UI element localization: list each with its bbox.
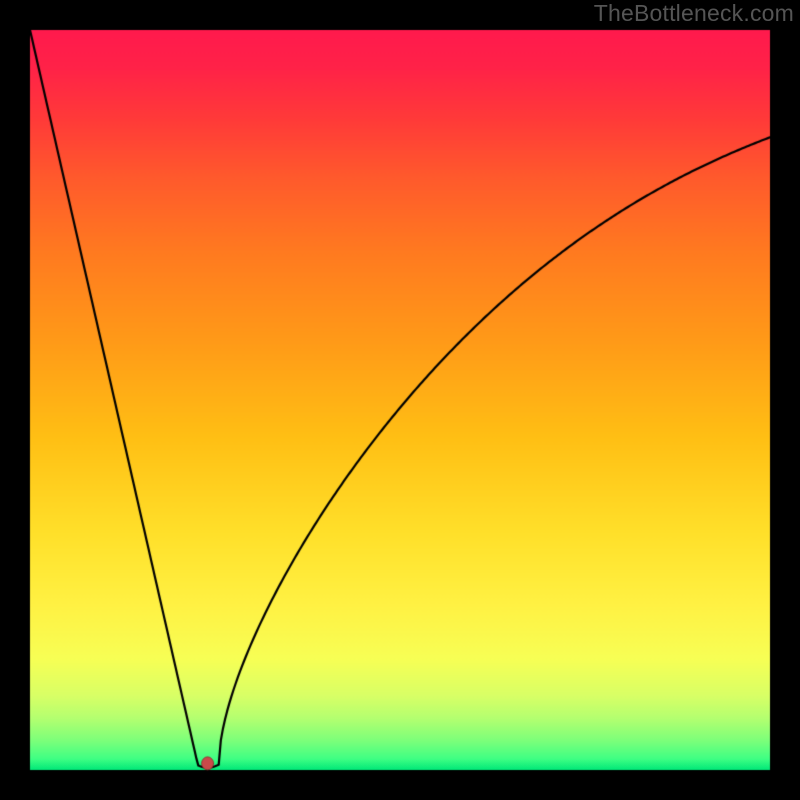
bottleneck-chart-canvas [0,0,800,800]
